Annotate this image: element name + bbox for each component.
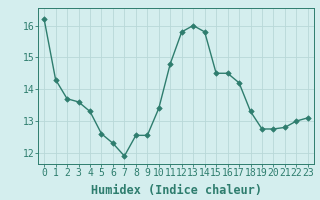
X-axis label: Humidex (Indice chaleur): Humidex (Indice chaleur) [91,184,261,197]
